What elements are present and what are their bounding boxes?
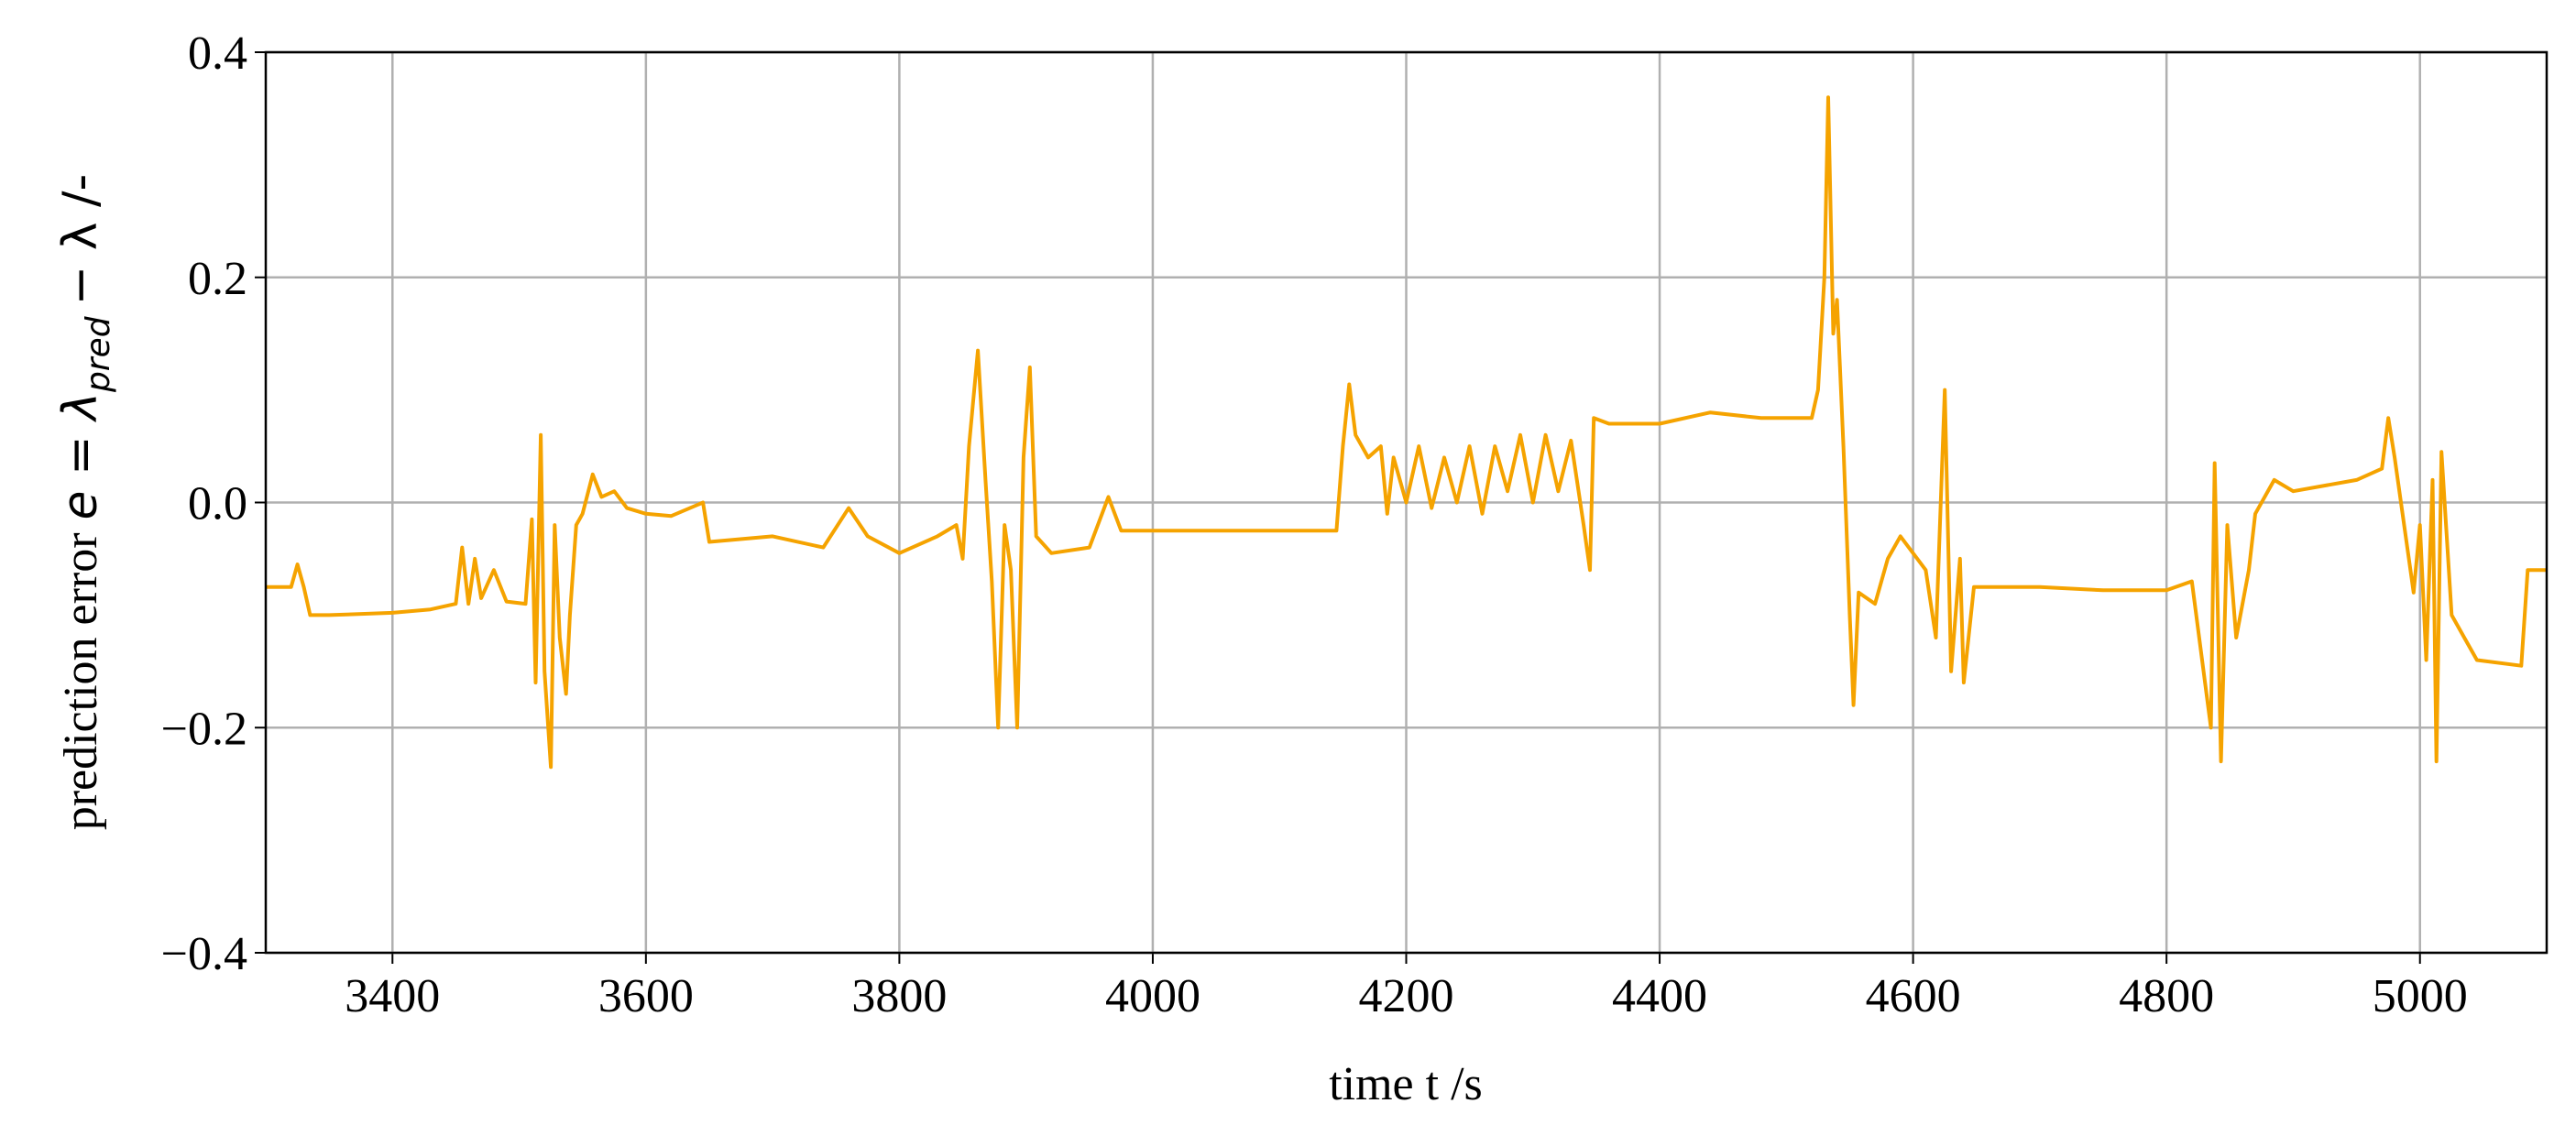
x-tick-label: 3400 xyxy=(345,970,440,1022)
x-tick-label: 4000 xyxy=(1105,970,1200,1022)
y-label-sub: pred xyxy=(80,315,117,393)
y-tick-label: 0.2 xyxy=(188,253,247,305)
x-tick-label: 5000 xyxy=(2373,970,2468,1022)
x-tick-label: 4600 xyxy=(1866,970,1961,1022)
x-tick-label: 4400 xyxy=(1612,970,1707,1022)
plot-frame xyxy=(264,50,2549,955)
x-axis-label: time t /s xyxy=(1329,1058,1483,1110)
y-tick-label: −0.4 xyxy=(161,928,247,980)
data-line xyxy=(266,95,2547,770)
x-tick-label: 3800 xyxy=(851,970,947,1022)
y-label-text: prediction error xyxy=(55,532,107,830)
x-tick-label: 4800 xyxy=(2119,970,2214,1022)
y-tick-label: 0.0 xyxy=(188,478,247,530)
y-tick-label: −0.2 xyxy=(161,703,247,755)
y-axis-label: prediction error e = λpred − λ /- xyxy=(53,174,117,831)
x-tick-label: 4200 xyxy=(1359,970,1454,1022)
y-tick-label: 0.4 xyxy=(188,27,247,80)
y-label-math: e = λ xyxy=(53,392,108,519)
y-label-rest: − λ /- xyxy=(53,174,108,306)
x-tick-label: 3600 xyxy=(598,970,694,1022)
